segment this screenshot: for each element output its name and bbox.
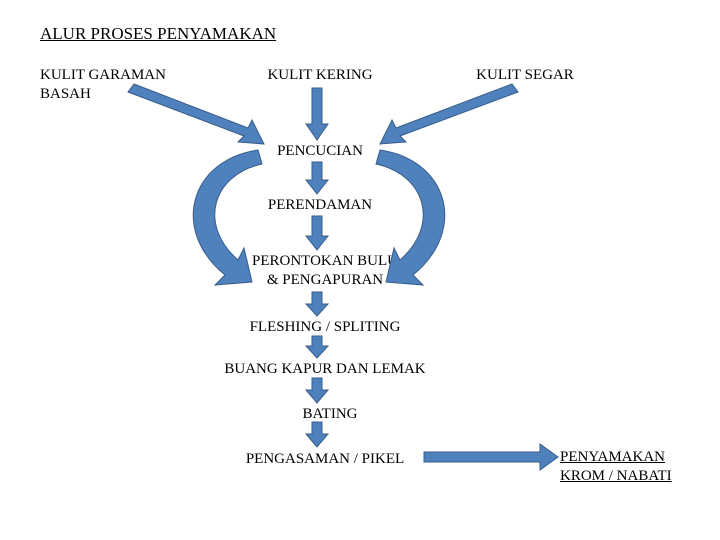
- arrow-down-icon: [306, 162, 328, 194]
- node-buang-kapur: BUANG KAPUR DAN LEMAK: [210, 360, 440, 379]
- node-fleshing: FLESHING / SPLITING: [240, 318, 410, 337]
- node-bating: BATING: [295, 405, 365, 424]
- node-kulit-garaman-basah: KULIT GARAMAN BASAH: [40, 66, 200, 104]
- arrow-down-icon: [306, 88, 328, 140]
- node-perontokan: PERONTOKAN BULU & PENGAPURAN: [240, 252, 410, 290]
- arrow-right-icon: [424, 444, 558, 470]
- arrow-down-icon: [306, 292, 328, 316]
- arrow-diag-right-icon: [380, 84, 518, 144]
- node-kulit-kering: KULIT KERING: [260, 66, 380, 85]
- arrow-down-icon: [306, 378, 328, 403]
- arrow-down-icon: [306, 216, 328, 250]
- node-perendaman: PERENDAMAN: [260, 196, 380, 215]
- arrow-down-icon: [306, 422, 328, 447]
- node-kulit-segar: KULIT SEGAR: [470, 66, 580, 85]
- node-pengasaman: PENGASAMAN / PIKEL: [230, 450, 420, 469]
- diagram-title: ALUR PROSES PENYAMAKAN: [40, 24, 276, 44]
- node-pencucian: PENCUCIAN: [270, 142, 370, 161]
- node-penyamakan: PENYAMAKAN KROM / NABATI: [560, 448, 710, 486]
- arrow-down-icon: [306, 336, 328, 358]
